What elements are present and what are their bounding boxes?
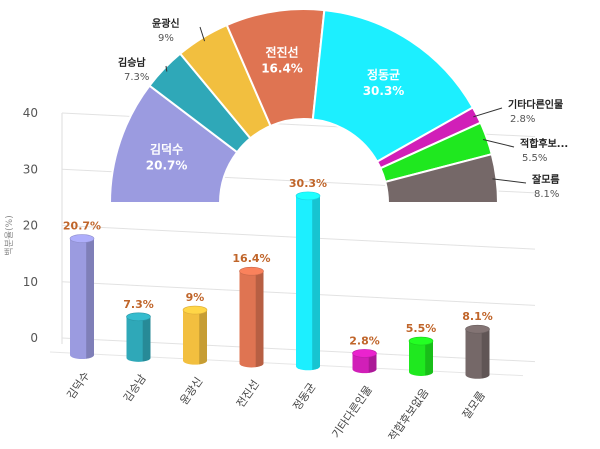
pie-slice-value: 30.3% (363, 84, 405, 98)
bar-8: 8.1% (462, 310, 493, 379)
bar-series: 20.7% 7.3% 9% 16.4% 30.3% 2.8% 5.5% 8.1% (63, 177, 493, 379)
pie-leader-line (473, 107, 503, 118)
bar-cap (182, 305, 208, 315)
x-tick-label: 잘모름 (460, 389, 488, 421)
x-tick-label: 적합후보없음 (386, 386, 431, 443)
pie-slice-name: 정동균 (367, 67, 400, 82)
pie-slice-8: 잘모름 8.1% (384, 152, 560, 204)
bar-shade (255, 271, 264, 368)
bar-shade (425, 341, 433, 376)
bar-5: 30.3% (289, 177, 327, 371)
pie-leader-line (199, 26, 206, 42)
x-tick-label: 김승남 (121, 372, 149, 404)
bar-shade (199, 310, 207, 365)
pie-slice-name: 잘모름 (532, 174, 560, 186)
bar-value-label: 7.3% (123, 298, 154, 311)
bar-value-label: 30.3% (289, 177, 327, 190)
pie-slice-value: 7.3% (124, 72, 149, 83)
pie-slice-name: 적합후보... (520, 137, 568, 150)
bar-value-label: 16.4% (232, 252, 270, 265)
x-tick-label: 윤광신 (177, 375, 205, 407)
bar-shade (481, 329, 490, 379)
y-tick-label: 30 (23, 162, 38, 176)
bar-cap (126, 312, 151, 322)
bar-1: 20.7% (63, 220, 101, 359)
bar-value-label: 8.1% (462, 310, 493, 323)
pie-leader-line (482, 139, 515, 148)
pie-slice-name: 기타다른인물 (508, 98, 563, 111)
pie-slice-value: 9% (158, 33, 174, 44)
bar-cap (352, 349, 377, 358)
bar-cap (239, 266, 264, 276)
y-axis: 0 10 20 30 40 (23, 106, 38, 345)
pie-slice-5: 정동균 30.3% (311, 8, 475, 164)
pie-slice-name: 윤광신 (152, 17, 180, 30)
x-tick-label: 기타다른인물 (329, 383, 374, 440)
y-tick-label: 0 (30, 331, 38, 345)
floor-edge-line (49, 351, 524, 377)
bar-6: 2.8% (349, 334, 380, 374)
pie-slice-value: 16.4% (261, 62, 303, 76)
bar-value-label: 2.8% (349, 334, 380, 347)
bar-value-label: 5.5% (406, 322, 437, 335)
y-tick-label: 40 (23, 106, 38, 120)
pie-slice-name: 김덕수 (150, 142, 183, 157)
bar-shade (142, 316, 151, 362)
pie-leader-line (492, 178, 527, 184)
bar-2: 7.3% (123, 298, 154, 362)
pie-slice-name: 전진선 (265, 45, 298, 60)
pie-slice-value: 8.1% (534, 189, 559, 200)
pie-slice-6: 기타다른인물 2.8% (375, 98, 563, 170)
bar-cap (465, 324, 490, 334)
pie-slice-name: 김승남 (118, 56, 146, 69)
pie-slice-value: 5.5% (522, 153, 547, 164)
pie-slice-value: 20.7% (146, 159, 188, 173)
bar-shade (86, 238, 94, 359)
y-tick-label: 20 (23, 219, 38, 233)
pie-slice-value: 2.8% (510, 114, 535, 125)
pie-slice-shape (311, 8, 475, 164)
y-tick-label: 10 (23, 275, 38, 289)
bar-7: 5.5% (406, 322, 437, 376)
x-axis-category-labels: 김덕수 김승남 윤광신 전진선 정동균 기타다른인물 적합후보없음 잘모름 (64, 369, 488, 443)
bar-cap (408, 336, 434, 346)
bar-value-label: 9% (186, 291, 205, 304)
y-axis-label: 백분율(%) (4, 215, 15, 255)
bar-value-label: 20.7% (63, 220, 101, 233)
bar-cap (295, 191, 321, 201)
pie-slice-shape (384, 152, 500, 204)
bar-cap (69, 234, 95, 243)
bar-shade (368, 353, 377, 373)
x-tick-label: 김덕수 (64, 369, 92, 401)
x-tick-label: 정동균 (290, 381, 318, 413)
bar-shade (312, 195, 320, 370)
bar-3: 9% (182, 291, 208, 365)
bar-4: 16.4% (232, 252, 271, 368)
x-tick-label: 전진선 (234, 378, 262, 410)
pie-leader-line (165, 65, 168, 72)
pie-slice-4: 전진선 16.4% (225, 8, 326, 128)
